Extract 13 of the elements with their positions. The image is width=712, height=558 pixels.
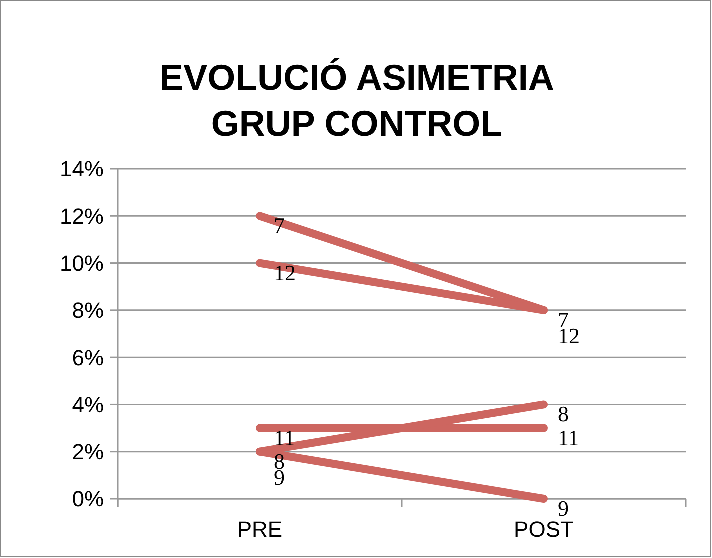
y-tick-label: 2% [72, 440, 104, 465]
x-tick-label: PRE [237, 517, 283, 542]
y-tick-label: 0% [72, 486, 104, 512]
y-tick-label: 8% [72, 298, 104, 324]
text: 8 [558, 402, 569, 427]
y-tick-label: 14% [60, 156, 104, 182]
y-tick-label: 10% [60, 250, 104, 276]
y-tick-label: 12% [60, 204, 104, 229]
series-label: 11 [274, 425, 296, 450]
text: 11 [558, 425, 580, 450]
y-tick-label: 4% [72, 392, 104, 418]
chart-title: EVOLUCIÓ ASIMETRIA GRUP CONTROL [160, 57, 554, 144]
y-tick-label: 6% [72, 345, 104, 370]
